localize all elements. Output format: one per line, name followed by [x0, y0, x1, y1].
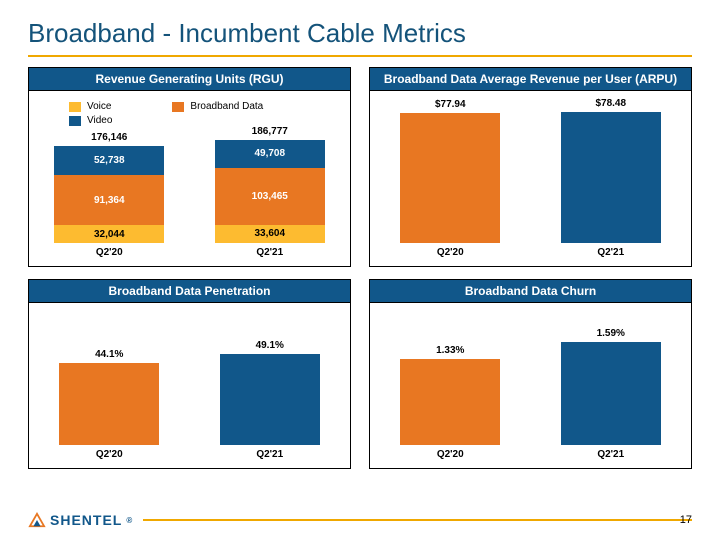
arpu-chart: $77.94 Q2'20 $78.48 Q2'21	[370, 98, 691, 258]
swatch-voice	[69, 102, 81, 112]
title-rule	[28, 55, 692, 57]
logo-triangle-icon	[28, 512, 46, 528]
logo-text: SHENTEL	[50, 512, 122, 528]
bar: $78.48 Q2'21	[561, 98, 661, 258]
bar: 1.59% Q2'21	[561, 328, 661, 460]
bar-rect	[400, 113, 500, 243]
rgu-segment: 103,465	[215, 168, 325, 225]
bar-value-label: 1.59%	[597, 328, 625, 339]
panel-body-rgu: Voice Video Broadband Data	[29, 91, 350, 266]
bar-rect	[561, 112, 661, 243]
category-label: Q2'21	[256, 247, 283, 258]
panel-body-penetration: 44.1% Q2'20 49.1% Q2'21	[29, 303, 350, 468]
slide: Broadband - Incumbent Cable Metrics Reve…	[0, 0, 720, 540]
slide-footer: SHENTEL®	[28, 512, 692, 528]
footer-rule	[143, 519, 692, 521]
rgu-bar: 176,146 52,73891,36432,044 Q2'20	[54, 132, 164, 258]
bar-rect	[59, 363, 159, 445]
panel-rgu: Revenue Generating Units (RGU) Voice Vid…	[28, 67, 351, 267]
page-number: 17	[680, 514, 692, 526]
panel-body-arpu: $77.94 Q2'20 $78.48 Q2'21	[370, 91, 691, 266]
category-label: Q2'20	[437, 247, 464, 258]
bar-rect	[561, 342, 661, 445]
category-label: Q2'21	[597, 247, 624, 258]
bar-value-label: 1.33%	[436, 345, 464, 356]
rgu-chart: 176,146 52,73891,36432,044 Q2'20 186,777 49,…	[29, 126, 350, 258]
legend-label: Broadband Data	[190, 101, 263, 112]
shentel-logo: SHENTEL®	[28, 512, 133, 528]
category-label: Q2'20	[96, 449, 123, 460]
legend-video: Video	[69, 115, 112, 126]
panel-arpu: Broadband Data Average Revenue per User …	[369, 67, 692, 267]
legend-label: Video	[87, 115, 112, 126]
category-label: Q2'20	[437, 449, 464, 460]
bar-value-label: 44.1%	[95, 349, 123, 360]
legend-voice: Voice	[69, 101, 112, 112]
legend-broadband: Broadband Data	[172, 101, 263, 112]
bar-value-label: $78.48	[595, 98, 626, 109]
rgu-stack: 52,73891,36432,044	[54, 146, 164, 243]
chart-grid: Revenue Generating Units (RGU) Voice Vid…	[28, 67, 692, 469]
bar-rect	[220, 354, 320, 445]
panel-body-churn: 1.33% Q2'20 1.59% Q2'21	[370, 303, 691, 468]
rgu-segment: 91,364	[54, 175, 164, 225]
panel-churn: Broadband Data Churn 1.33% Q2'20 1.59% Q2'2…	[369, 279, 692, 469]
bar-value-label: $77.94	[435, 99, 466, 110]
rgu-total: 176,146	[91, 132, 127, 143]
bar: 1.33% Q2'20	[400, 345, 500, 460]
rgu-total: 186,777	[252, 126, 288, 137]
legend-label: Voice	[87, 101, 111, 112]
bar: 44.1% Q2'20	[59, 349, 159, 460]
bar: $77.94 Q2'20	[400, 99, 500, 258]
rgu-stack: 49,708103,46533,604	[215, 140, 325, 243]
swatch-broadband	[172, 102, 184, 112]
rgu-segment: 32,044	[54, 225, 164, 243]
bar-value-label: 49.1%	[256, 340, 284, 351]
category-label: Q2'20	[96, 247, 123, 258]
panel-penetration: Broadband Data Penetration 44.1% Q2'20 49.…	[28, 279, 351, 469]
page-title: Broadband - Incumbent Cable Metrics	[28, 18, 692, 49]
panel-head-rgu: Revenue Generating Units (RGU)	[29, 68, 350, 91]
bar-rect	[400, 359, 500, 445]
panel-head-arpu: Broadband Data Average Revenue per User …	[370, 68, 691, 91]
rgu-segment: 49,708	[215, 140, 325, 167]
category-label: Q2'21	[597, 449, 624, 460]
churn-chart: 1.33% Q2'20 1.59% Q2'21	[370, 328, 691, 460]
rgu-bar: 186,777 49,708103,46533,604 Q2'21	[215, 126, 325, 258]
rgu-legend: Voice Video Broadband Data	[69, 101, 263, 126]
category-label: Q2'21	[256, 449, 283, 460]
swatch-video	[69, 116, 81, 126]
penetration-chart: 44.1% Q2'20 49.1% Q2'21	[29, 340, 350, 460]
panel-head-churn: Broadband Data Churn	[370, 280, 691, 303]
bar: 49.1% Q2'21	[220, 340, 320, 460]
rgu-segment: 52,738	[54, 146, 164, 175]
panel-head-penetration: Broadband Data Penetration	[29, 280, 350, 303]
rgu-segment: 33,604	[215, 225, 325, 243]
